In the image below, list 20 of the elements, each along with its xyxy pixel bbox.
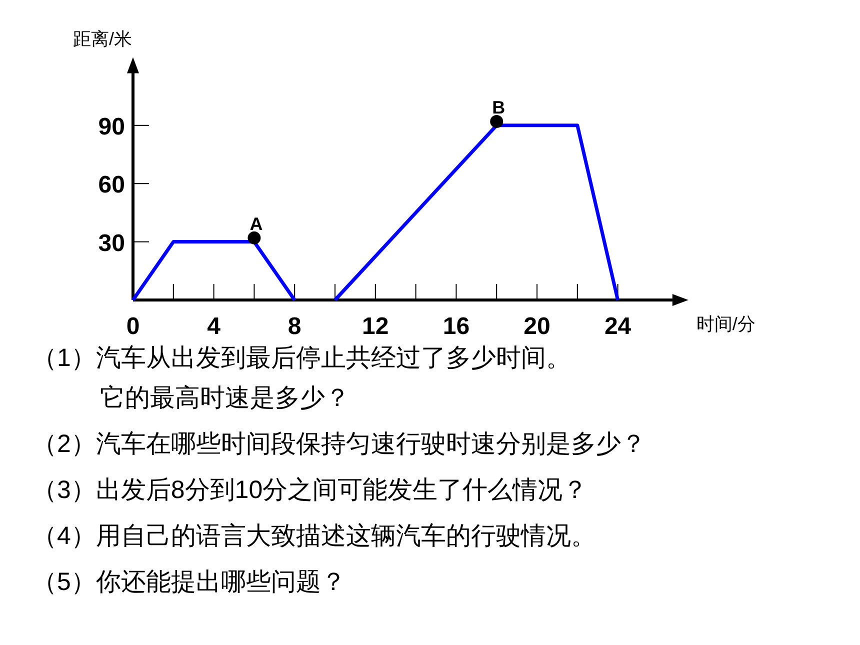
y-axis-title: 距离/米 <box>73 29 132 50</box>
x-tick-label: 16 <box>442 313 470 340</box>
text: （1）汽车从出发到最后停止共经过了多少时间。 <box>32 344 571 372</box>
x-tick-label: 24 <box>604 313 632 340</box>
text: （2）汽车在哪些时间段保持匀速行驶时速分别是多少？ <box>32 430 646 458</box>
annotation: B <box>492 98 506 118</box>
text: （3）出发后8分到10分之间可能发生了什么情况？ <box>32 476 588 504</box>
x-tick-label: 8 <box>288 313 302 340</box>
x-tick-label: 0 <box>126 313 140 340</box>
x-tick-label: 4 <box>207 313 222 340</box>
y-tick-label: 90 <box>98 113 125 140</box>
text: （5）你还能提出哪些问题？ <box>32 568 346 596</box>
y-tick-label: 60 <box>98 172 125 199</box>
y-tick-label: 30 <box>98 230 125 257</box>
x-axis-title: 时间/分 <box>696 314 756 334</box>
text: 它的最高时速是多少？ <box>100 384 350 412</box>
x-tick-label: 12 <box>362 313 389 340</box>
x-tick-label: 20 <box>524 313 550 340</box>
annotation: A <box>250 214 263 234</box>
text: （4）用自己的语言大致描述这辆汽车的行驶情况。 <box>32 522 596 550</box>
